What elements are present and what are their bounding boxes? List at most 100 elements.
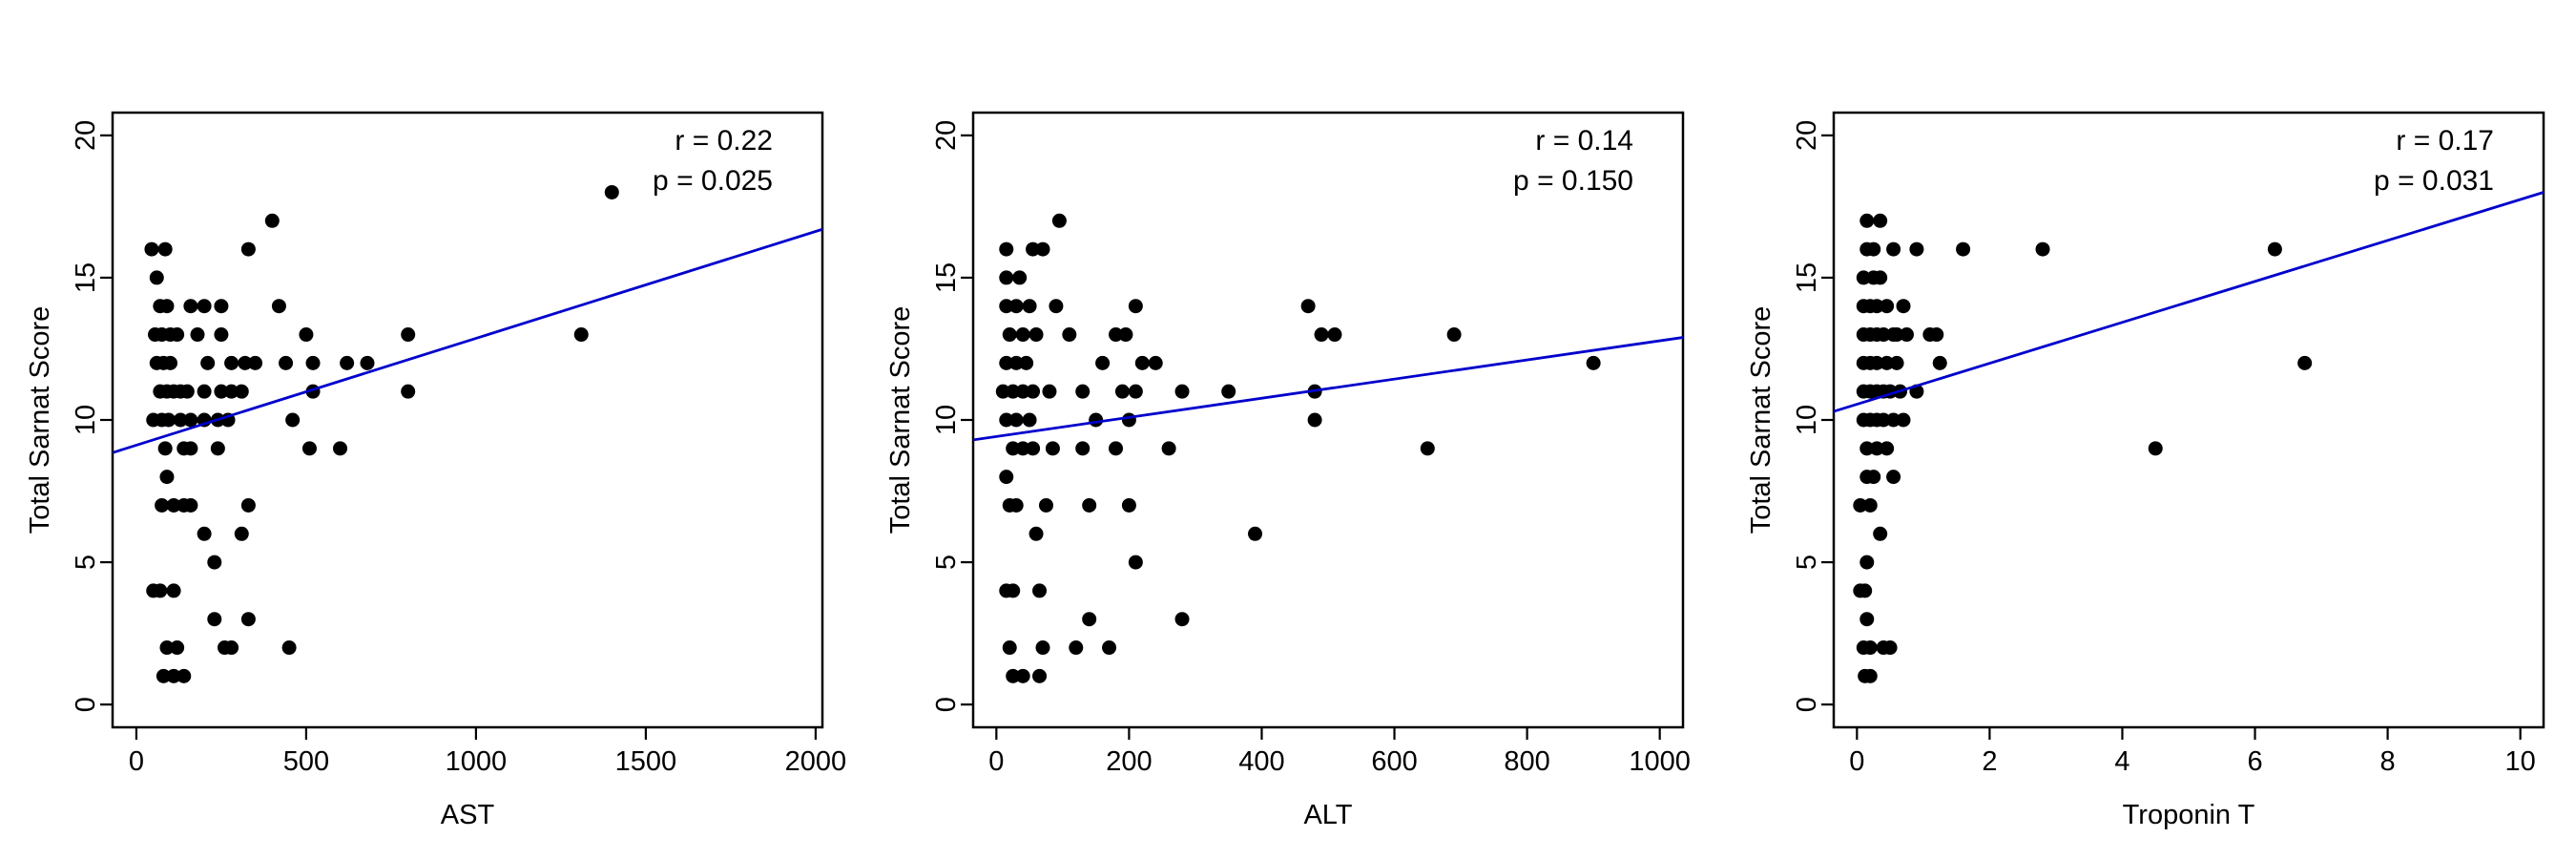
- data-point: [1062, 327, 1077, 343]
- plot-frame: [1832, 111, 2545, 729]
- data-point: [159, 640, 175, 656]
- x-axis-label: AST: [441, 800, 495, 830]
- data-point: [1089, 412, 1104, 428]
- data-point: [157, 441, 173, 456]
- data-point: [995, 384, 1010, 399]
- data-point: [281, 640, 297, 656]
- data-point: [1134, 355, 1150, 370]
- data-point: [1006, 583, 1021, 598]
- data-point: [401, 384, 416, 399]
- data-point: [159, 299, 175, 314]
- data-point: [183, 497, 198, 513]
- data-point: [1880, 299, 1895, 314]
- data-point: [1859, 441, 1875, 456]
- regression-line: [973, 336, 1683, 442]
- data-point: [163, 355, 178, 370]
- data-point: [166, 583, 181, 598]
- data-point: [2297, 355, 2313, 370]
- x-tick-label: 800: [1504, 746, 1549, 777]
- data-point: [1446, 327, 1462, 343]
- data-point: [1869, 441, 1884, 456]
- data-point: [999, 270, 1014, 285]
- data-point: [214, 384, 229, 399]
- data-point: [1114, 384, 1130, 399]
- data-point: [1300, 299, 1316, 314]
- y-tick-label: 20: [931, 120, 962, 151]
- data-point: [1128, 299, 1143, 314]
- x-tick-label: 0: [129, 746, 144, 777]
- correlation-r-label: r = 0.22: [675, 125, 773, 157]
- data-point: [177, 668, 192, 683]
- data-point: [1174, 384, 1190, 399]
- y-tick-label: 15: [931, 262, 962, 293]
- data-point: [1082, 612, 1097, 627]
- regression-line: [1834, 191, 2544, 413]
- y-axis-label: Total Sarnat Score: [25, 306, 55, 534]
- data-point: [166, 497, 181, 513]
- data-point: [1859, 555, 1875, 570]
- data-point: [173, 412, 188, 428]
- data-point: [1859, 612, 1875, 627]
- data-point: [1102, 640, 1117, 656]
- data-point: [333, 441, 348, 456]
- data-point: [1886, 241, 1901, 257]
- x-tick-label: 1000: [1629, 746, 1691, 777]
- data-point: [1876, 327, 1891, 343]
- data-point: [1032, 583, 1048, 598]
- data-point: [401, 327, 416, 343]
- data-point: [1108, 441, 1123, 456]
- data-point: [183, 412, 198, 428]
- data-point: [1015, 384, 1030, 399]
- data-point: [1035, 640, 1050, 656]
- data-point: [1880, 441, 1895, 456]
- correlation-r-label: r = 0.14: [1535, 125, 1633, 157]
- data-point: [1095, 355, 1111, 370]
- data-point: [183, 441, 198, 456]
- data-point: [1882, 640, 1898, 656]
- data-point: [248, 355, 263, 370]
- data-point: [2267, 241, 2282, 257]
- data-point: [1008, 412, 1024, 428]
- data-point: [1932, 355, 1947, 370]
- data-point: [1028, 327, 1044, 343]
- data-point: [1886, 412, 1901, 428]
- data-point: [238, 355, 253, 370]
- x-tick-label: 6: [2247, 746, 2262, 777]
- data-point: [999, 241, 1014, 257]
- x-tick-label: 400: [1238, 746, 1284, 777]
- data-point: [1221, 384, 1236, 399]
- y-tick-label: 15: [71, 262, 101, 293]
- data-point: [1012, 270, 1028, 285]
- data-point: [170, 327, 185, 343]
- p-value-label: p = 0.025: [653, 165, 773, 197]
- data-point: [240, 241, 256, 257]
- x-axis-label: ALT: [1303, 800, 1352, 830]
- data-point: [1049, 299, 1064, 314]
- correlation-r-label: r = 0.17: [2396, 125, 2494, 157]
- data-point: [1869, 299, 1884, 314]
- data-point: [1161, 441, 1176, 456]
- y-axis-label: Total Sarnat Score: [885, 306, 916, 534]
- data-point: [301, 441, 317, 456]
- data-point: [1008, 497, 1024, 513]
- data-point: [271, 299, 286, 314]
- data-point: [1002, 640, 1017, 656]
- data-point: [1327, 327, 1342, 343]
- data-point: [279, 355, 294, 370]
- data-point: [183, 299, 198, 314]
- data-point: [1069, 640, 1084, 656]
- data-point: [1042, 384, 1057, 399]
- data-point: [1889, 355, 1904, 370]
- data-point: [1035, 241, 1050, 257]
- data-point: [1006, 441, 1021, 456]
- data-point: [1314, 327, 1329, 343]
- x-tick-label: 4: [2114, 746, 2129, 777]
- data-point: [1028, 526, 1044, 541]
- data-point: [1866, 470, 1881, 485]
- data-point: [1859, 213, 1875, 228]
- data-point: [1909, 241, 1924, 257]
- data-point: [340, 355, 355, 370]
- data-point: [1856, 270, 1871, 285]
- data-point: [224, 355, 239, 370]
- data-point: [224, 384, 239, 399]
